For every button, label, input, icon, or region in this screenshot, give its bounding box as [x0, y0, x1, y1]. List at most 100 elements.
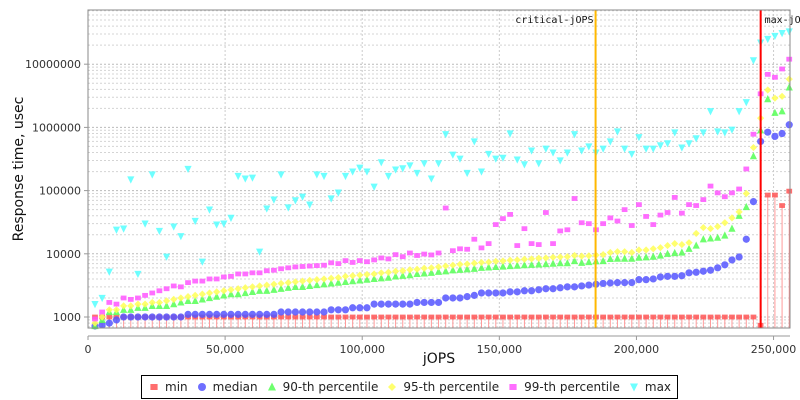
data-point: [564, 314, 571, 320]
data-point: [298, 308, 307, 316]
data-point: [256, 270, 263, 276]
data-point: [671, 314, 678, 320]
data-point: [270, 196, 278, 204]
data-point: [205, 293, 214, 302]
data-point: [527, 255, 536, 263]
data-point: [284, 204, 292, 212]
data-point: [728, 256, 736, 264]
data-point: [349, 168, 357, 176]
data-point: [313, 263, 320, 269]
data-point: [543, 314, 549, 320]
data-point: [764, 71, 771, 77]
data-point: [749, 143, 758, 152]
data-point: [500, 216, 506, 222]
data-point: [198, 295, 206, 303]
data-point: [563, 149, 571, 157]
data-point: [764, 192, 771, 198]
data-point: [428, 314, 435, 320]
data-point: [162, 253, 171, 261]
data-point: [349, 304, 357, 312]
data-point: [671, 248, 679, 257]
legend: min median 90-th percentile 95-th percentil…: [141, 375, 679, 399]
data-point: [628, 279, 636, 287]
data-point: [528, 314, 535, 320]
data-point: [706, 266, 715, 274]
data-point: [506, 256, 514, 264]
data-point: [335, 314, 342, 320]
data-point: [778, 92, 786, 100]
data-point: [378, 314, 385, 320]
data-point: [550, 314, 556, 320]
legend-triangle-up-icon: [267, 382, 276, 391]
data-point: [699, 129, 707, 137]
data-point: [456, 155, 464, 163]
data-points: [91, 28, 793, 330]
data-point: [141, 300, 149, 308]
data-point: [513, 288, 521, 296]
data-point: [542, 145, 550, 153]
data-point: [578, 314, 585, 320]
data-point: [291, 197, 299, 205]
data-point: [764, 35, 772, 44]
data-point: [434, 298, 443, 307]
data-point: [771, 132, 779, 141]
data-point: [563, 253, 571, 261]
data-point: [313, 171, 321, 179]
legend-circle-icon: [197, 383, 206, 391]
data-point: [578, 258, 586, 266]
data-point: [371, 257, 377, 263]
data-point: [106, 300, 113, 305]
data-point: [256, 286, 264, 294]
data-point: [449, 266, 457, 274]
data-point: [570, 131, 579, 139]
data-point: [485, 289, 493, 297]
data-point: [492, 257, 500, 265]
data-point: [406, 271, 414, 279]
data-point: [779, 203, 785, 208]
data-point: [771, 32, 779, 41]
data-point: [327, 274, 335, 282]
data-point: [291, 282, 299, 290]
data-point: [270, 310, 278, 318]
data-point: [728, 214, 736, 222]
data-point: [370, 270, 378, 278]
data-point: [134, 270, 142, 279]
data-point: [220, 287, 228, 295]
data-point: [500, 314, 506, 320]
legend-square-icon: [150, 384, 158, 390]
data-point: [521, 226, 528, 232]
data-point: [142, 292, 148, 298]
data-point: [334, 278, 342, 286]
data-point: [699, 223, 707, 232]
x-tick-label: 100,000: [339, 343, 385, 356]
data-point: [570, 283, 579, 291]
data-point: [707, 183, 714, 189]
data-point: [392, 314, 399, 320]
data-point: [772, 192, 778, 198]
x-tick-label: 200,000: [614, 343, 660, 356]
data-point: [406, 266, 414, 274]
data-point: [721, 129, 729, 137]
y-tick-label: 1000: [53, 311, 81, 324]
data-point: [156, 288, 163, 294]
data-point: [363, 304, 371, 312]
data-point: [721, 314, 728, 320]
data-point: [607, 215, 614, 221]
data-point: [599, 279, 607, 288]
data-point: [606, 254, 614, 263]
data-point: [220, 310, 228, 318]
data-point: [506, 261, 514, 270]
legend-marker: [388, 383, 397, 391]
data-point: [527, 147, 536, 155]
data-point: [635, 253, 643, 261]
data-point: [399, 254, 406, 260]
data-point: [606, 138, 614, 146]
data-point: [706, 234, 715, 242]
y-axis-title: Response time, usec: [11, 97, 27, 242]
legend-diamond-icon: [388, 383, 397, 391]
plot-border: [87, 9, 791, 329]
data-point: [263, 281, 271, 289]
data-point: [242, 271, 249, 277]
data-point: [427, 175, 435, 183]
